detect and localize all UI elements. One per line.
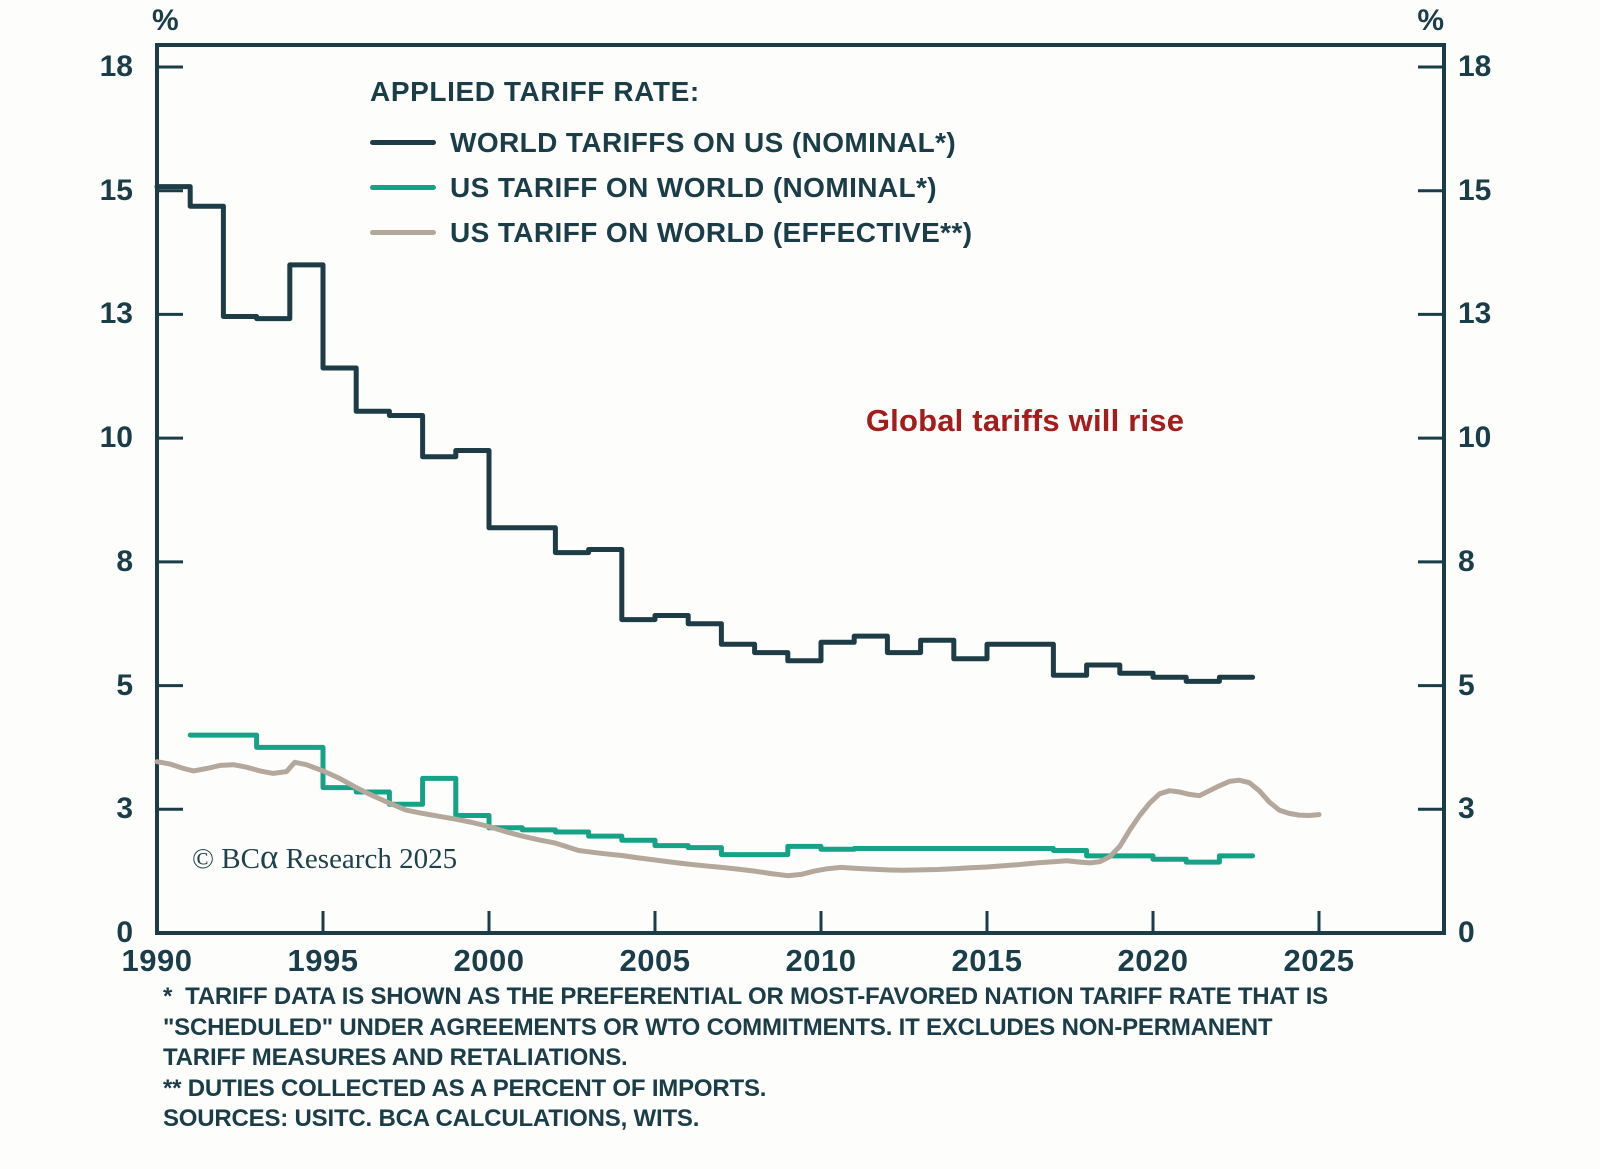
x-tick-label: 2005 (619, 943, 691, 978)
plot-frame (155, 43, 1446, 935)
y-tick-label-left: 10 (99, 421, 133, 454)
y-axis-unit-right: % (1417, 4, 1444, 37)
annotation-global-tariffs-will-rise: Global tariffs will rise (865, 403, 1185, 438)
legend-item-world-tariffs-on-us: WORLD TARIFFS ON US (NOMINAL*) (370, 120, 972, 165)
series-line-2 (154, 759, 1322, 879)
legend-item-us-tariff-effective: US TARIFF ON WORLD (EFFECTIVE**) (370, 210, 972, 255)
y-tick-label-right: 13 (1458, 297, 1492, 330)
x-tick-label: 1990 (121, 943, 193, 978)
footnote-line-5: SOURCES: USITC. BCA CALCULATIONS, WITS. (163, 1105, 700, 1132)
footnote-line-4: ** DUTIES COLLECTED AS A PERCENT OF IMPO… (163, 1074, 767, 1102)
legend-item-us-tariff-nominal: US TARIFF ON WORLD (NOMINAL*) (370, 165, 972, 210)
legend: APPLIED TARIFF RATE: WORLD TARIFFS ON US… (370, 76, 972, 255)
footnote-line-1: * TARIFF DATA IS SHOWN AS THE PREFERENTI… (163, 983, 1328, 1010)
y-tick-label-left: 8 (116, 545, 133, 578)
y-tick-label-left: 5 (116, 669, 133, 702)
legend-item-label: US TARIFF ON WORLD (EFFECTIVE**) (450, 216, 973, 248)
y-tick-label-left: 13 (99, 297, 133, 330)
x-tick-label: 1995 (287, 943, 359, 978)
legend-item-label: US TARIFF ON WORLD (NOMINAL*) (450, 171, 938, 203)
y-tick-label-left: 18 (99, 50, 133, 83)
footnote-line-3: TARIFF MEASURES AND RETALIATIONS. (163, 1044, 628, 1071)
y-tick-label-right: 8 (1458, 545, 1475, 578)
legend-item-label: WORLD TARIFFS ON US (NOMINAL*) (450, 126, 957, 158)
series-line-0 (154, 184, 1256, 684)
legend-line-swatch-green (370, 185, 436, 190)
legend-line-swatch-tan (370, 230, 436, 235)
footnotes: * TARIFF DATA IS SHOWN AS THE PREFERENTI… (163, 982, 1583, 1135)
x-tick-label: 2025 (1283, 943, 1355, 978)
legend-line-swatch-navy (370, 140, 436, 145)
y-tick-label-left: 3 (116, 792, 133, 825)
copyright-prefix: © BC (192, 843, 260, 875)
y-tick-label-left: 15 (99, 174, 133, 207)
series-line-1 (187, 732, 1256, 865)
y-tick-label-right: 15 (1458, 174, 1492, 207)
copyright-alpha-glyph: α (259, 837, 279, 876)
y-axis-unit-left: % (152, 4, 179, 37)
y-tick-label-right: 10 (1458, 421, 1492, 454)
x-tick-label: 2010 (785, 943, 857, 978)
y-tick-label-right: 5 (1458, 669, 1475, 702)
footnote-line-2: "SCHEDULED" UNDER AGREEMENTS OR WTO COMM… (163, 1013, 1273, 1041)
copyright-suffix: Research 2025 (278, 843, 458, 875)
y-tick-label-right: 0 (1458, 916, 1475, 949)
copyright-bca-research: © BCα Research 2025 (192, 839, 458, 876)
x-tick-label: 2020 (1117, 943, 1189, 978)
x-tick-label: 2000 (453, 943, 525, 978)
legend-title: APPLIED TARIFF RATE: (370, 76, 700, 107)
y-tick-label-right: 3 (1458, 792, 1475, 825)
y-tick-label-left: 0 (116, 916, 133, 949)
y-tick-label-right: 18 (1458, 50, 1492, 83)
x-tick-label: 2015 (951, 943, 1023, 978)
